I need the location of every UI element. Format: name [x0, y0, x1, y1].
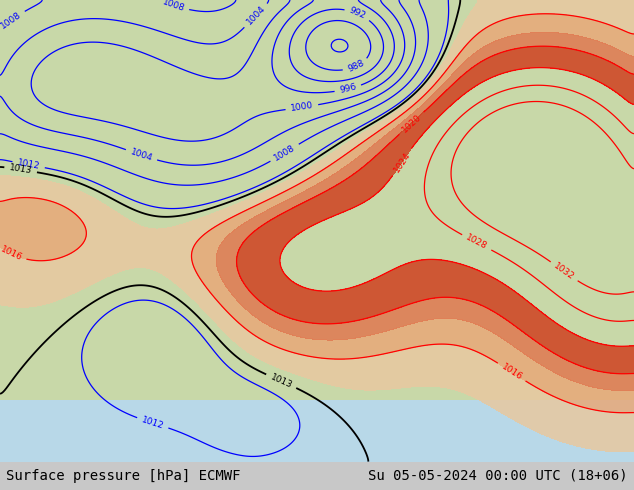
Text: 1000: 1000	[290, 101, 314, 113]
Text: 1020: 1020	[400, 112, 423, 134]
Text: 1013: 1013	[269, 372, 294, 390]
Bar	[0, 400, 634, 462]
Text: 1004: 1004	[129, 147, 153, 163]
Text: Surface pressure [hPa] ECMWF: Surface pressure [hPa] ECMWF	[6, 469, 241, 483]
Text: 1024: 1024	[392, 150, 412, 174]
Text: 1004: 1004	[245, 4, 267, 27]
Text: 1008: 1008	[161, 0, 186, 14]
Text: 992: 992	[348, 6, 367, 21]
Text: 988: 988	[346, 59, 366, 74]
Text: 1012: 1012	[16, 158, 41, 171]
Text: Su 05-05-2024 00:00 UTC (18+06): Su 05-05-2024 00:00 UTC (18+06)	[368, 469, 628, 483]
Text: 1016: 1016	[500, 362, 524, 382]
Text: 1013: 1013	[9, 164, 33, 176]
Text: 1008: 1008	[0, 10, 23, 31]
Text: 1012: 1012	[141, 415, 165, 431]
Text: 1032: 1032	[552, 261, 576, 282]
Text: 1016: 1016	[0, 244, 23, 262]
Text: 996: 996	[339, 83, 358, 96]
Text: 1008: 1008	[273, 143, 297, 163]
Text: 1028: 1028	[465, 233, 489, 252]
